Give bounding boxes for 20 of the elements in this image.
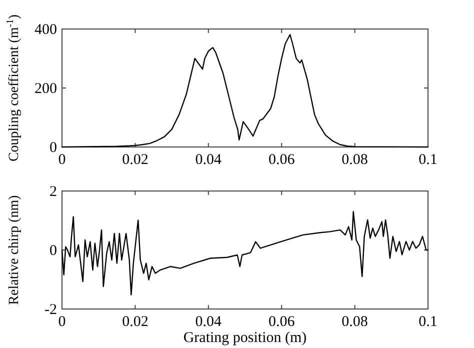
- x-tick-label: 0.06: [268, 314, 296, 330]
- x-tick-label: 0.08: [342, 152, 368, 168]
- x-tick-label: 0.02: [122, 152, 148, 168]
- x-tick-label: 0.04: [195, 314, 222, 330]
- y-tick-label: 0: [50, 140, 57, 156]
- line-series: [61, 211, 429, 296]
- x-tick-label: 0.1: [418, 152, 438, 168]
- x-tick-label: 0.04: [195, 152, 222, 168]
- x-tick-label: 0.1: [418, 314, 438, 330]
- x-axis-title: Grating position (m): [183, 330, 307, 346]
- x-tick-label: 0.02: [122, 314, 148, 330]
- y-tick-label: 400: [34, 22, 57, 38]
- y-tick-label: 200: [34, 81, 57, 97]
- y-axis-title: Relative chirp (nm): [7, 194, 22, 305]
- x-tick-label: 0.08: [342, 314, 368, 330]
- y-tick-label: -2: [44, 302, 57, 318]
- line-series: [61, 34, 429, 148]
- y-tick-label: 2: [50, 184, 57, 200]
- y-tick-label: 0: [50, 243, 57, 259]
- x-tick-label: 0.06: [268, 152, 296, 168]
